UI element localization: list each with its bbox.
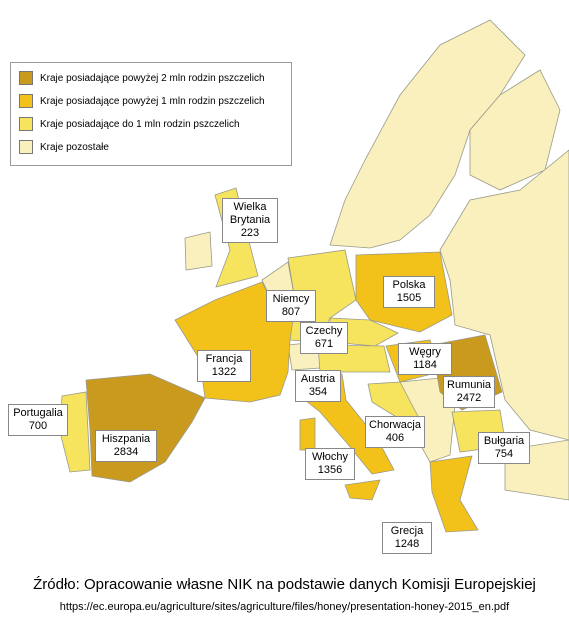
- legend-item: Kraje pozostałe: [19, 140, 109, 154]
- source-url: https://ec.europa.eu/agriculture/sites/a…: [59, 601, 510, 613]
- country-label: Węgry 1184: [398, 343, 452, 375]
- country-name: Niemcy: [272, 293, 310, 305]
- country-label: Grecja 1248: [382, 522, 432, 554]
- country-name: Portugalia: [13, 407, 63, 419]
- country-label: Francja 1322: [197, 350, 251, 382]
- country-label: Rumunia 2472: [443, 376, 495, 408]
- ireland: [184, 231, 213, 271]
- country-name: Włochy: [311, 451, 349, 463]
- country-name: Hiszpania: [101, 433, 151, 445]
- country-name: Grecja: [390, 525, 424, 537]
- country-label: Bułgaria 754: [478, 432, 530, 464]
- country-name: Austria: [300, 373, 336, 385]
- country-name: Bułgaria: [483, 435, 525, 447]
- country-value: 700: [28, 420, 48, 432]
- country-name: Czechy: [305, 325, 343, 337]
- country-value: 223: [240, 227, 260, 239]
- country-name: Węgry: [409, 346, 441, 358]
- country-value: 671: [314, 338, 334, 350]
- country-shape: [429, 455, 479, 533]
- country-value: 354: [308, 386, 328, 398]
- country-name: Rumunia: [447, 379, 492, 391]
- country-shape: [85, 373, 206, 483]
- country-value: 406: [385, 432, 405, 444]
- country-value: 807: [281, 306, 301, 318]
- country-value: 1356: [317, 464, 343, 476]
- legend-swatch: [19, 94, 33, 108]
- legend-label: Kraje pozostałe: [40, 141, 109, 153]
- country-label: Czechy 671: [300, 322, 348, 354]
- country-label: Niemcy 807: [266, 290, 316, 322]
- country-label: Włochy 1356: [305, 448, 355, 480]
- country-value: 2834: [113, 446, 139, 458]
- country-name: Francja: [205, 353, 243, 365]
- country-value: 754: [494, 448, 514, 460]
- country-name: Chorwacja: [369, 419, 421, 431]
- country-value: 2472: [456, 392, 482, 404]
- eastern-europe: [439, 149, 569, 441]
- country-value: 1248: [394, 538, 420, 550]
- country-name: Polska: [392, 279, 426, 291]
- country-value: 1322: [211, 366, 237, 378]
- country-label: Chorwacja 406: [365, 416, 425, 448]
- legend-swatch: [19, 71, 33, 85]
- country-label: Polska 1505: [383, 276, 435, 308]
- scandinavia: [329, 19, 526, 249]
- finland: [469, 69, 561, 191]
- country-label: Hiszpania 2834: [95, 430, 157, 462]
- legend: Kraje posiadające powyżej 2 mln rodzin p…: [10, 62, 292, 166]
- country-label: Austria 354: [295, 370, 341, 402]
- country-label: Portugalia 700: [8, 404, 68, 436]
- country-label: Wielka Brytania 223: [222, 198, 278, 243]
- country-name: Wielka Brytania: [229, 201, 271, 226]
- legend-swatch: [19, 117, 33, 131]
- legend-swatch: [19, 140, 33, 154]
- source-text: Źródło: Opracowanie własne NIK na podsta…: [33, 576, 536, 593]
- legend-item: Kraje posiadające powyżej 1 mln rodzin p…: [19, 94, 265, 108]
- legend-item: Kraje posiadające do 1 mln rodzin pszcze…: [19, 117, 240, 131]
- legend-label: Kraje posiadające do 1 mln rodzin pszcze…: [40, 118, 240, 130]
- legend-label: Kraje posiadające powyżej 1 mln rodzin p…: [40, 95, 265, 107]
- country-value: 1184: [413, 359, 437, 371]
- country-value: 1505: [396, 292, 422, 304]
- legend-label: Kraje posiadające powyżej 2 mln rodzin p…: [40, 72, 265, 84]
- legend-item: Kraje posiadające powyżej 2 mln rodzin p…: [19, 71, 265, 85]
